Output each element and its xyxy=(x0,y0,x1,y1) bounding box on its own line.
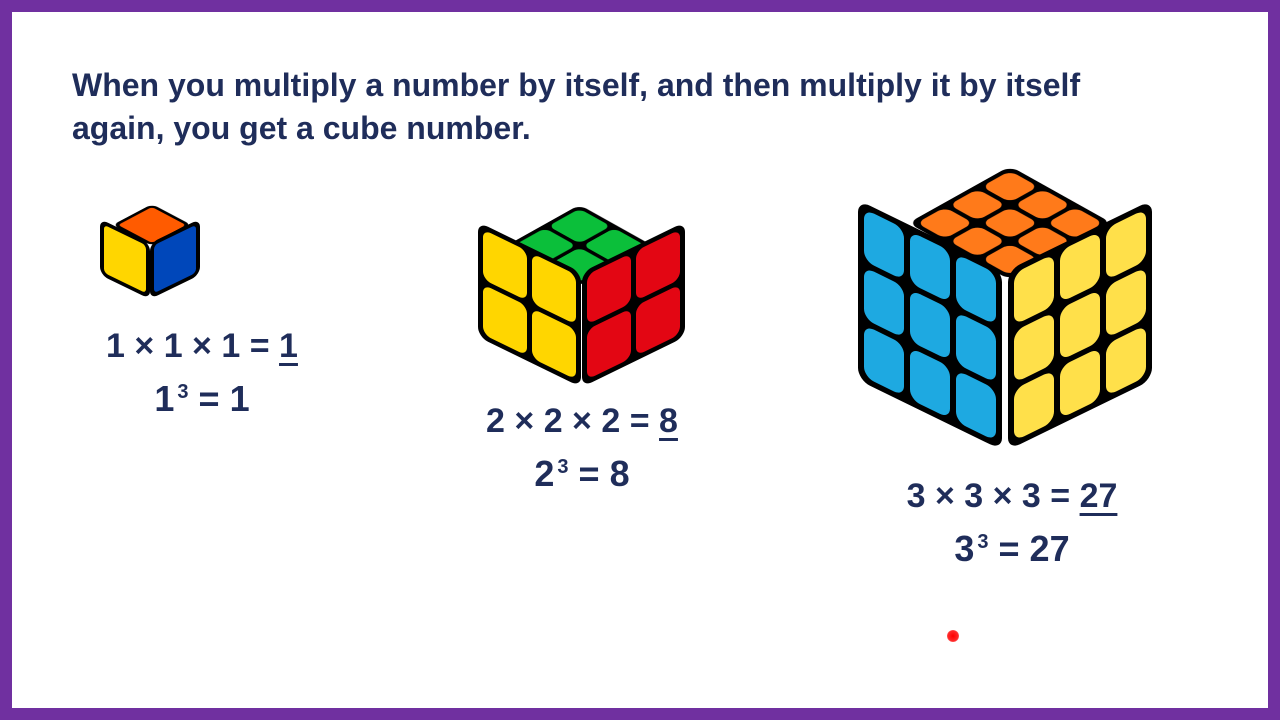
title-text: When you multiply a number by itself, an… xyxy=(72,64,1168,150)
cube-3x3 xyxy=(842,167,1182,467)
pow3-exp: 3 xyxy=(977,531,988,553)
equation-3: 3 × 3 × 3 = 27 xyxy=(802,477,1222,516)
power-1: 13 = 1 xyxy=(62,378,342,420)
eq1-result: 1 xyxy=(279,327,298,365)
cube-1x1 xyxy=(92,197,212,317)
pow1-exp: 3 xyxy=(177,381,188,403)
pow1-rhs: = 1 xyxy=(189,378,250,419)
power-2: 23 = 8 xyxy=(412,453,752,495)
pow2-exp: 3 xyxy=(557,456,568,478)
eq1-lhs: 1 × 1 × 1 = xyxy=(106,327,279,365)
example-2: 2 × 2 × 2 = 8 23 = 8 xyxy=(412,192,752,495)
pow1-base: 1 xyxy=(154,378,174,419)
pow2-base: 2 xyxy=(534,453,554,494)
pow2-rhs: = 8 xyxy=(569,453,630,494)
laser-pointer-icon xyxy=(947,630,959,642)
eq2-result: 8 xyxy=(659,402,678,440)
eq3-lhs: 3 × 3 × 3 = xyxy=(907,477,1080,515)
cube-2x2 xyxy=(462,192,702,392)
power-3: 33 = 27 xyxy=(802,528,1222,570)
example-3: 3 × 3 × 3 = 27 33 = 27 xyxy=(802,167,1222,570)
example-1: 1 × 1 × 1 = 1 13 = 1 xyxy=(62,197,342,420)
pow3-base: 3 xyxy=(954,528,974,569)
pow3-rhs: = 27 xyxy=(989,528,1070,569)
eq3-result: 27 xyxy=(1080,477,1118,515)
eq2-lhs: 2 × 2 × 2 = xyxy=(486,402,659,440)
equation-1: 1 × 1 × 1 = 1 xyxy=(62,327,342,366)
equation-2: 2 × 2 × 2 = 8 xyxy=(412,402,752,441)
